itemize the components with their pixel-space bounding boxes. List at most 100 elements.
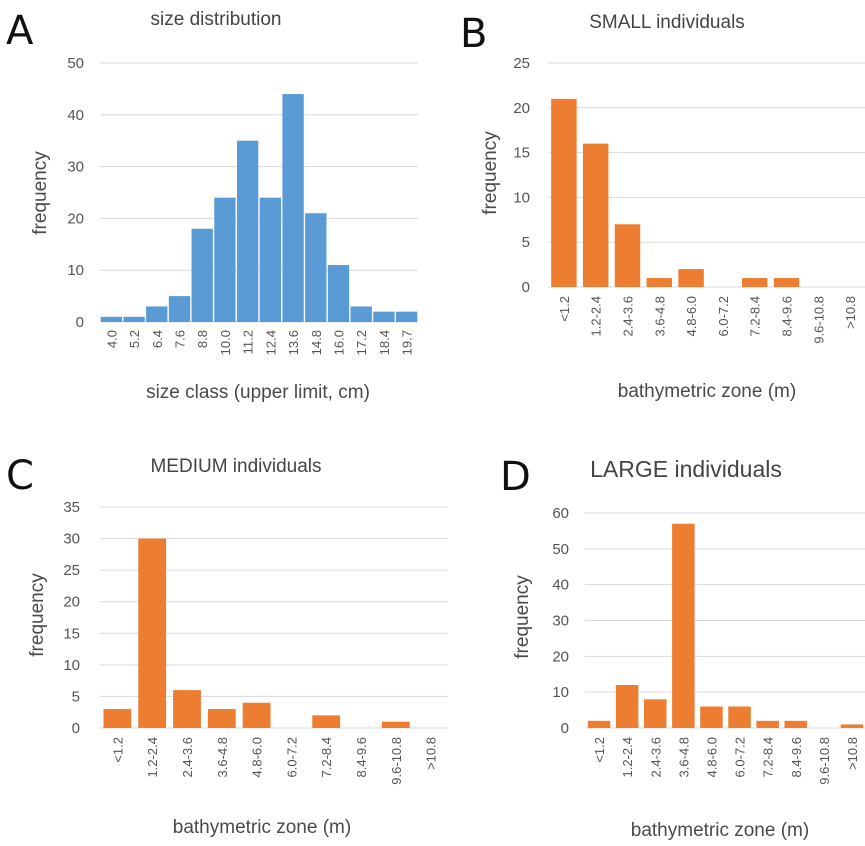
- y-tick-label: 5: [72, 688, 80, 705]
- bar-16.0: [327, 265, 350, 322]
- bar-6.0-7.2: [728, 706, 751, 728]
- x-axis-label: bathymetric zone (m): [618, 381, 796, 402]
- y-tick-label: 0: [72, 720, 80, 737]
- y-tick-label: 15: [63, 625, 80, 642]
- panel-d: D LARGE individuals frequency bathymetri…: [500, 454, 865, 841]
- x-tick-label: 13.6: [286, 330, 301, 355]
- y-tick-label: 30: [67, 159, 84, 176]
- y-tick-label: 30: [552, 613, 569, 630]
- bar-1.2-2.4: [138, 538, 167, 728]
- y-tick-label: 0: [522, 279, 530, 296]
- panel-letter: C: [6, 453, 34, 499]
- bar-4.0: [100, 316, 123, 322]
- bar-3.6-4.8: [672, 523, 695, 728]
- bar-7.2-8.4: [312, 715, 341, 728]
- x-axis-label: size class (upper limit, cm): [146, 382, 370, 403]
- bar-<1.2: [587, 720, 611, 728]
- bar-9.6-10.8: [381, 721, 410, 728]
- x-tick-label: 16.0: [332, 330, 347, 355]
- bar-2.4-3.6: [173, 690, 201, 728]
- bar-19.7: [395, 311, 418, 322]
- x-axis-label: bathymetric zone (m): [631, 820, 809, 841]
- bar-14.8: [305, 213, 327, 322]
- x-tick-label: 8.4-9.6: [789, 737, 804, 777]
- x-tick-label: 10.0: [218, 330, 233, 355]
- bar-17.2: [350, 306, 372, 322]
- bar-4.8-6.0: [700, 706, 723, 728]
- y-tick-label: 0: [76, 314, 84, 331]
- y-tick-label: 25: [513, 55, 530, 72]
- x-tick-label: 2.4-3.6: [180, 737, 195, 777]
- x-tick-label: 6.0-7.2: [733, 737, 748, 777]
- y-tick-label: 5: [522, 234, 530, 251]
- plot-area: 0 10 20 30 40 50 60 <1.2 1.2-2.4 2.4-3.6 3.6-4.8 4.…: [552, 505, 865, 785]
- bar->10.8: [840, 724, 864, 728]
- x-tick-label: 4.8-6.0: [250, 737, 265, 777]
- y-tick-label: 50: [67, 55, 84, 72]
- x-tick-label: 6.0-7.2: [284, 737, 299, 777]
- x-tick-label: >10.8: [424, 737, 439, 770]
- x-tick-label: 11.2: [241, 330, 256, 354]
- bar-1.2-2.4: [582, 143, 609, 287]
- y-tick-label: 10: [67, 262, 84, 279]
- y-tick-label: 40: [552, 577, 569, 594]
- x-tick-label: 4.0: [104, 330, 119, 348]
- y-tick-label: 10: [552, 684, 569, 701]
- x-tick-label: 17.2: [354, 330, 369, 355]
- y-tick-label: 20: [67, 210, 84, 227]
- panel-a: A size distribution frequency size class…: [6, 8, 418, 403]
- x-tick-label: 4.8-6.0: [704, 737, 719, 777]
- bar-8.8: [191, 228, 213, 322]
- bar-8.4-9.6: [773, 278, 800, 287]
- bar-2.4-3.6: [644, 699, 667, 728]
- x-tick-label: 9.6-10.8: [817, 737, 832, 785]
- bar-7.6: [168, 296, 191, 322]
- y-axis-label: frequency: [27, 573, 48, 657]
- y-tick-label: 20: [552, 648, 569, 665]
- x-tick-label: 6.4: [150, 330, 165, 348]
- bar-3.6-4.8: [646, 278, 673, 287]
- x-tick-label: 9.6-10.8: [389, 737, 404, 785]
- bar-12.4: [259, 197, 282, 322]
- bar-<1.2: [103, 709, 132, 728]
- x-tick-label: 1.2-2.4: [589, 296, 604, 336]
- y-axis-label: frequency: [512, 575, 533, 659]
- panel-letter: D: [500, 454, 531, 500]
- y-tick-label: 0: [561, 720, 569, 737]
- x-tick-label: 6.0-7.2: [716, 296, 731, 336]
- x-tick-label: 9.6-10.8: [811, 296, 826, 344]
- bar-18.4: [373, 311, 395, 322]
- bar-3.6-4.8: [207, 709, 236, 728]
- chart-title: size distribution: [151, 9, 282, 30]
- bar-8.4-9.6: [784, 720, 807, 728]
- panel-b: B SMALL individuals frequency bathymetri…: [460, 11, 865, 402]
- x-tick-label: 3.6-4.8: [652, 296, 667, 336]
- x-tick-label: 5.2: [127, 330, 142, 348]
- plot-area: 0 10 20 30 40 50 4.0 5.2 6.4 7.6 8.8 10.0 11.2 12.4 13…: [67, 55, 418, 355]
- chart-title: MEDIUM individuals: [150, 456, 321, 477]
- x-tick-label: 1.2-2.4: [145, 737, 160, 777]
- x-tick-label: 8.8: [195, 330, 210, 348]
- plot-area: 0 5 10 15 20 25 <1.2 1.2-2.4 2.4-3.6 3.6-4.8 4.8-6…: [513, 55, 865, 344]
- x-tick-label: 7.6: [173, 330, 188, 348]
- x-tick-label: 2.4-3.6: [648, 737, 663, 777]
- x-tick-label: 8.4-9.6: [780, 296, 795, 336]
- bar-10.0: [214, 197, 236, 322]
- bar-11.2: [236, 140, 259, 322]
- chart-title: SMALL individuals: [589, 12, 745, 33]
- x-tick-label: <1.2: [110, 737, 125, 763]
- bar-2.4-3.6: [614, 224, 641, 287]
- bar-5.2: [123, 316, 145, 322]
- x-axis-label: bathymetric zone (m): [173, 817, 351, 838]
- x-tick-label: 4.8-6.0: [684, 296, 699, 336]
- y-tick-label: 60: [552, 505, 569, 522]
- x-tick-label: 2.4-3.6: [621, 296, 636, 336]
- x-tick-label: 8.4-9.6: [354, 737, 369, 777]
- x-tick-label: 12.4: [263, 330, 278, 355]
- y-axis-label: frequency: [480, 131, 501, 215]
- x-tick-label: 14.8: [309, 330, 324, 355]
- x-tick-label: 1.2-2.4: [620, 737, 635, 777]
- bar-7.2-8.4: [741, 278, 768, 287]
- bar-4.8-6.0: [242, 702, 271, 728]
